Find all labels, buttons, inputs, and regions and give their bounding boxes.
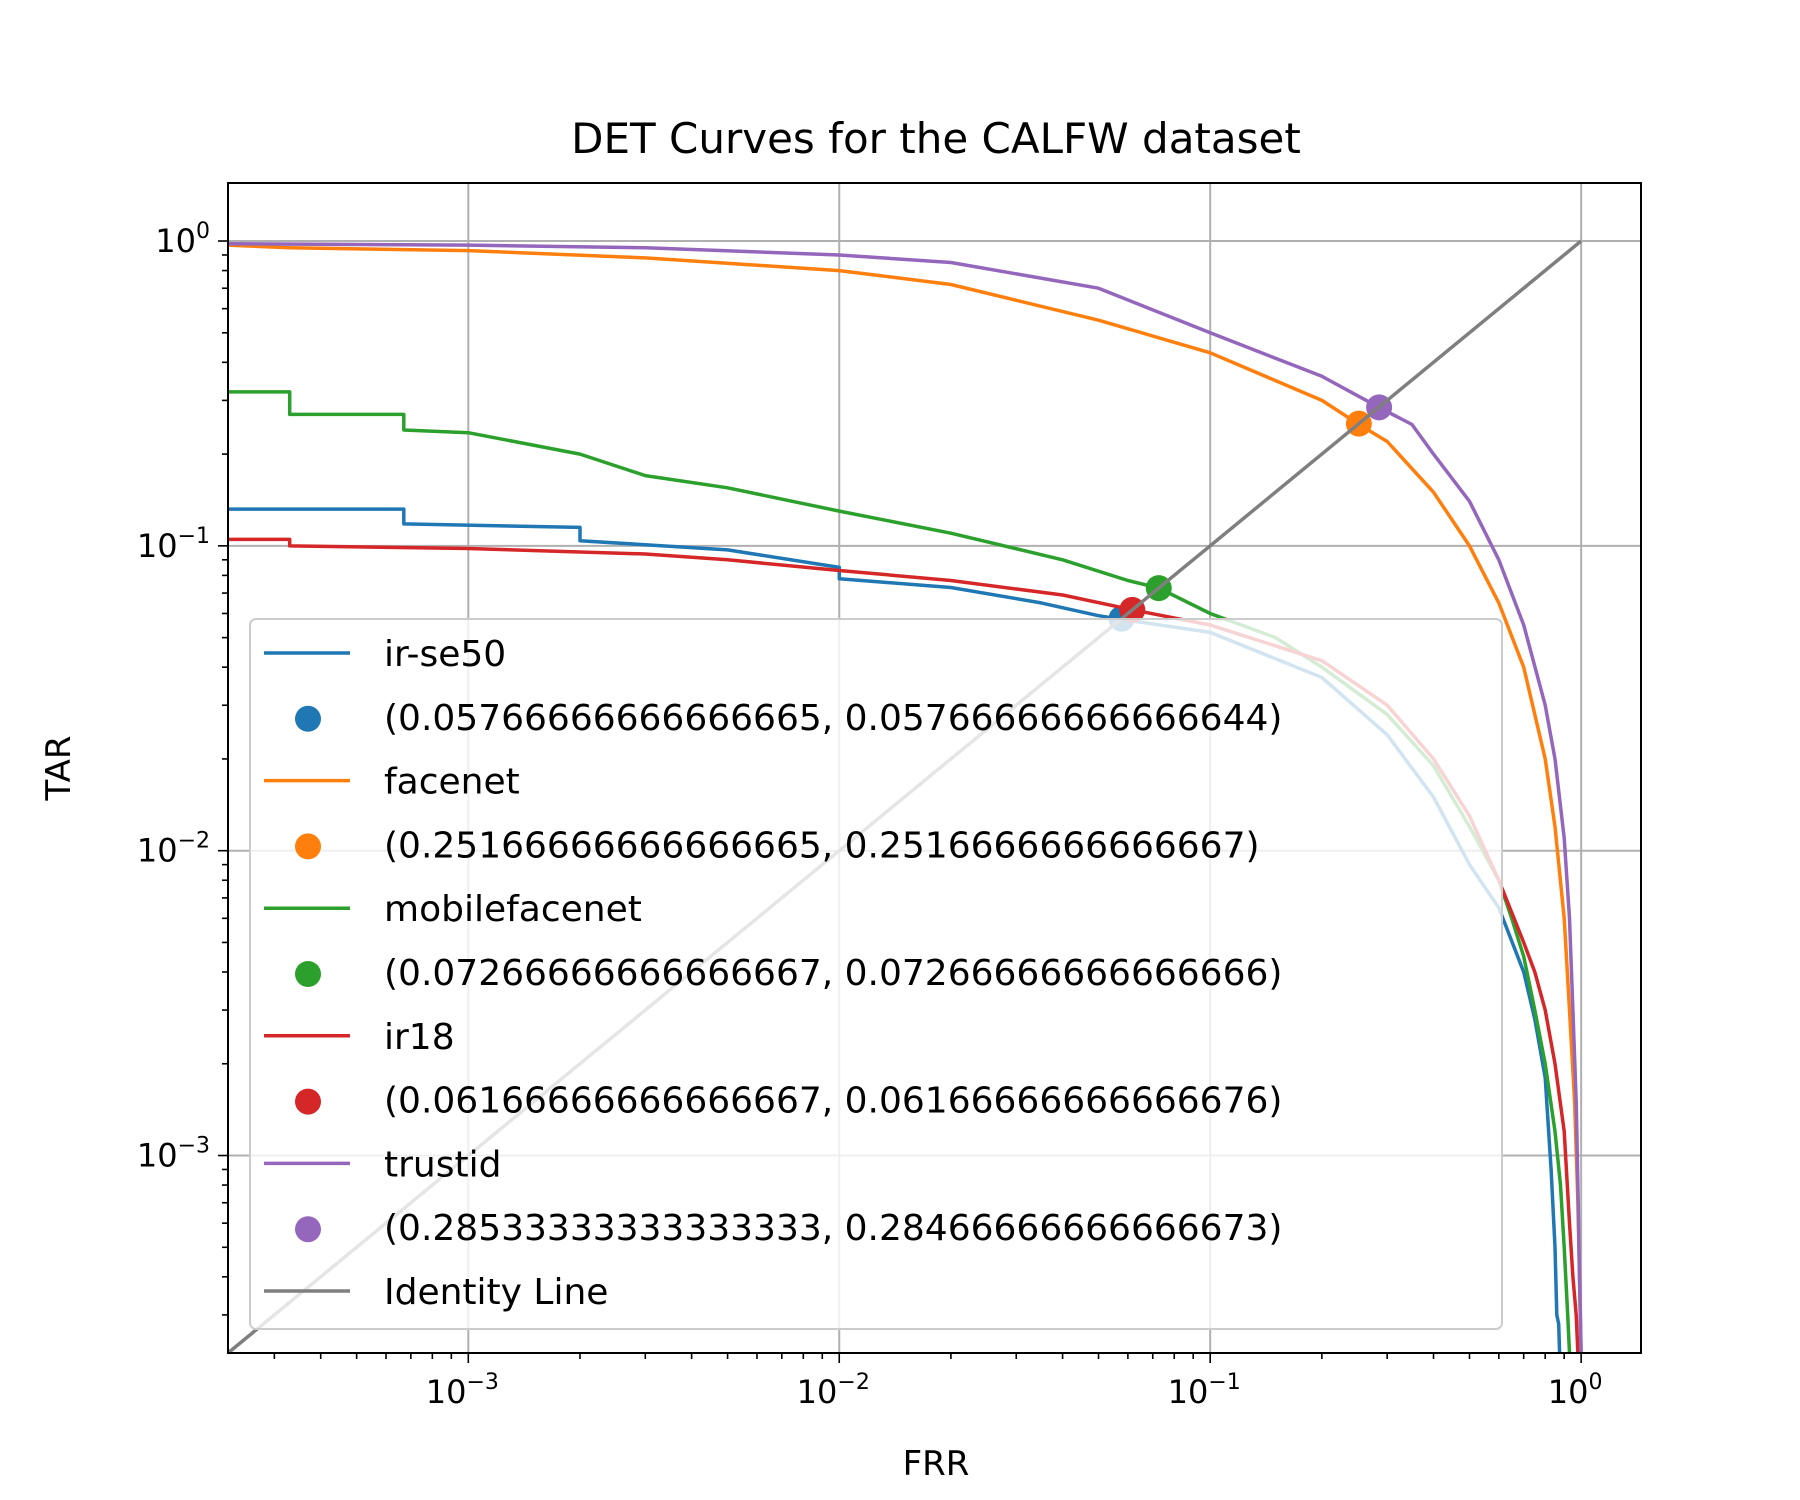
x-axis-label: FRR xyxy=(903,1444,970,1484)
legend-label: ir-se50 xyxy=(384,634,506,675)
y-tick-label: 10−1 xyxy=(137,524,210,565)
y-tick-label: 10−3 xyxy=(137,1134,210,1175)
y-tick-label: 100 xyxy=(155,219,210,260)
series-line-facenet xyxy=(227,243,1583,1354)
legend-label: Identity Line xyxy=(384,1272,608,1313)
legend-label: (0.25166666666666665, 0.2516666666666667… xyxy=(384,825,1260,866)
legend-label: ir18 xyxy=(384,1017,455,1058)
legend-label: facenet xyxy=(384,762,520,803)
x-tick-label: 10−2 xyxy=(797,1370,870,1411)
series-line-trustid xyxy=(227,241,1583,1354)
legend: ir-se50 (0.05766666666666665, 0.057666666… xyxy=(249,618,1503,1330)
legend-label: (0.05766666666666665, 0.0576666666666664… xyxy=(384,698,1282,739)
legend-marker xyxy=(295,961,321,987)
x-tick-label: 10−3 xyxy=(426,1370,499,1411)
x-tick-label: 100 xyxy=(1548,1370,1603,1411)
x-tick-label: 10−1 xyxy=(1168,1370,1241,1411)
legend-label: trustid xyxy=(384,1144,501,1185)
plot-frame xyxy=(227,182,1642,1354)
legend-label: (0.07266666666666667, 0.0726666666666666… xyxy=(384,953,1282,994)
legend-box xyxy=(249,618,1503,1330)
legend-marker xyxy=(295,1088,321,1115)
y-tick-label: 10−2 xyxy=(137,829,210,870)
chart-title: DET Curves for the CALFW dataset xyxy=(571,114,1301,163)
legend-label: mobilefacenet xyxy=(384,889,642,930)
legend-marker xyxy=(295,705,321,732)
legend-marker xyxy=(295,833,321,860)
legend-label: (0.28533333333333333, 0.2846666666666667… xyxy=(384,1208,1282,1249)
y-axis-label: TAR xyxy=(39,735,79,801)
legend-marker xyxy=(295,1216,321,1243)
axis-ticks: 10−3 10−2 10−1 100 10−3 10−2 10−1 100 xyxy=(137,219,1603,1411)
legend-label: (0.06166666666666667, 0.0616666666666667… xyxy=(384,1081,1282,1122)
